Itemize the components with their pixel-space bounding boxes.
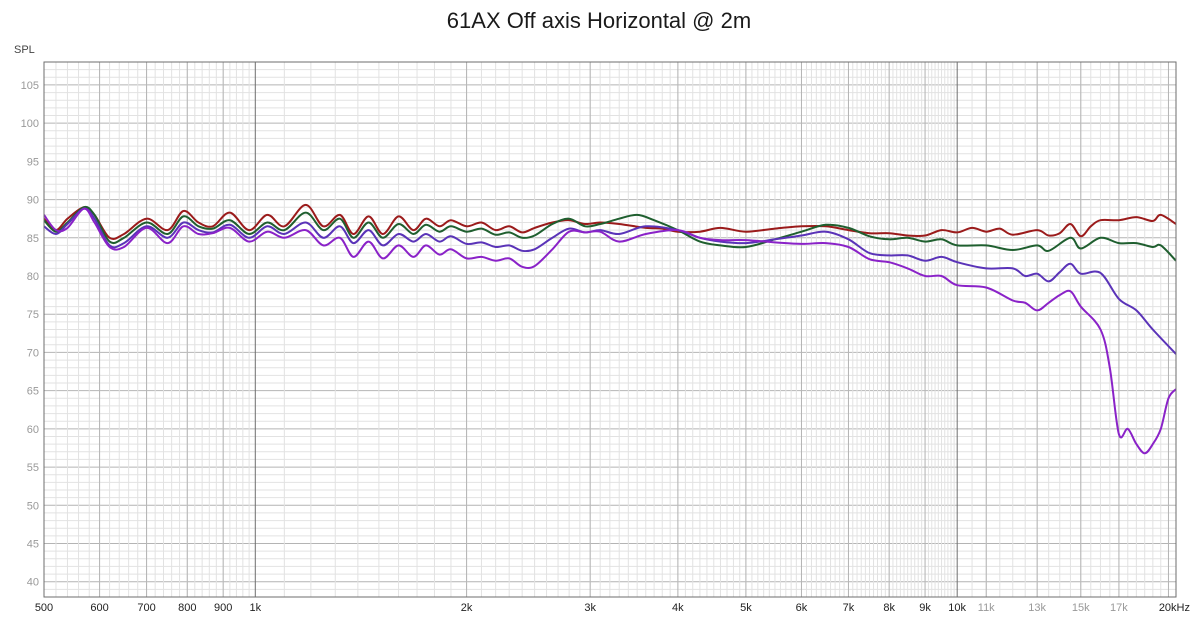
y-axis: 40 45 50 55 60 65 70 75 80 85 90 95 100 105	[21, 80, 39, 589]
x-tick-label: 11k	[978, 602, 995, 614]
x-tick-label: 20kHz	[1159, 602, 1190, 614]
x-tick-label: 15k	[1072, 602, 1090, 614]
y-tick-label: 75	[27, 309, 39, 321]
y-tick-label: 70	[27, 347, 39, 359]
y-tick-label: 95	[27, 156, 39, 168]
x-tick-label: 6k	[796, 602, 808, 614]
x-tick-label: 800	[178, 602, 196, 614]
y-tick-label: 105	[21, 80, 39, 92]
y-tick-label: 90	[27, 195, 39, 207]
chart-title: 61AX Off axis Horizontal @ 2m	[446, 8, 752, 33]
y-tick-label: 100	[21, 118, 39, 130]
y-tick-label: 85	[27, 233, 39, 245]
x-tick-label: 17k	[1110, 602, 1128, 614]
y-tick-label: 65	[27, 386, 39, 398]
x-tick-label: 5k	[740, 602, 752, 614]
series-line-4	[44, 207, 1176, 455]
x-tick-label: 3k	[584, 602, 596, 614]
grid	[43, 61, 1177, 598]
x-tick-label: 7k	[843, 602, 855, 614]
series-line-2	[44, 205, 1176, 262]
series-layer	[44, 203, 1176, 455]
x-tick-label: 13k	[1028, 602, 1046, 614]
y-axis-label: SPL	[14, 44, 35, 56]
x-axis: 500 600 700 800 900 1k 2k 3k 4k 5k 6k 7k 8k 9k 10k 11k 1…	[35, 602, 1190, 614]
x-tick-label: 9k	[919, 602, 931, 614]
x-tick-label: 10k	[948, 602, 966, 614]
plot-frame	[43, 61, 1177, 598]
y-tick-label: 50	[27, 500, 39, 512]
x-tick-label: 8k	[883, 602, 895, 614]
x-tick-label: 600	[90, 602, 108, 614]
x-tick-label: 1k	[249, 602, 261, 614]
x-tick-label: 500	[35, 602, 53, 614]
y-tick-label: 55	[27, 462, 39, 474]
y-tick-label: 40	[27, 577, 39, 589]
y-tick-label: 45	[27, 539, 39, 551]
y-tick-label: 80	[27, 271, 39, 283]
x-tick-label: 2k	[461, 602, 473, 614]
x-tick-label: 700	[137, 602, 155, 614]
y-tick-label: 60	[27, 424, 39, 436]
x-tick-label: 900	[214, 602, 232, 614]
x-tick-label: 4k	[672, 602, 684, 614]
